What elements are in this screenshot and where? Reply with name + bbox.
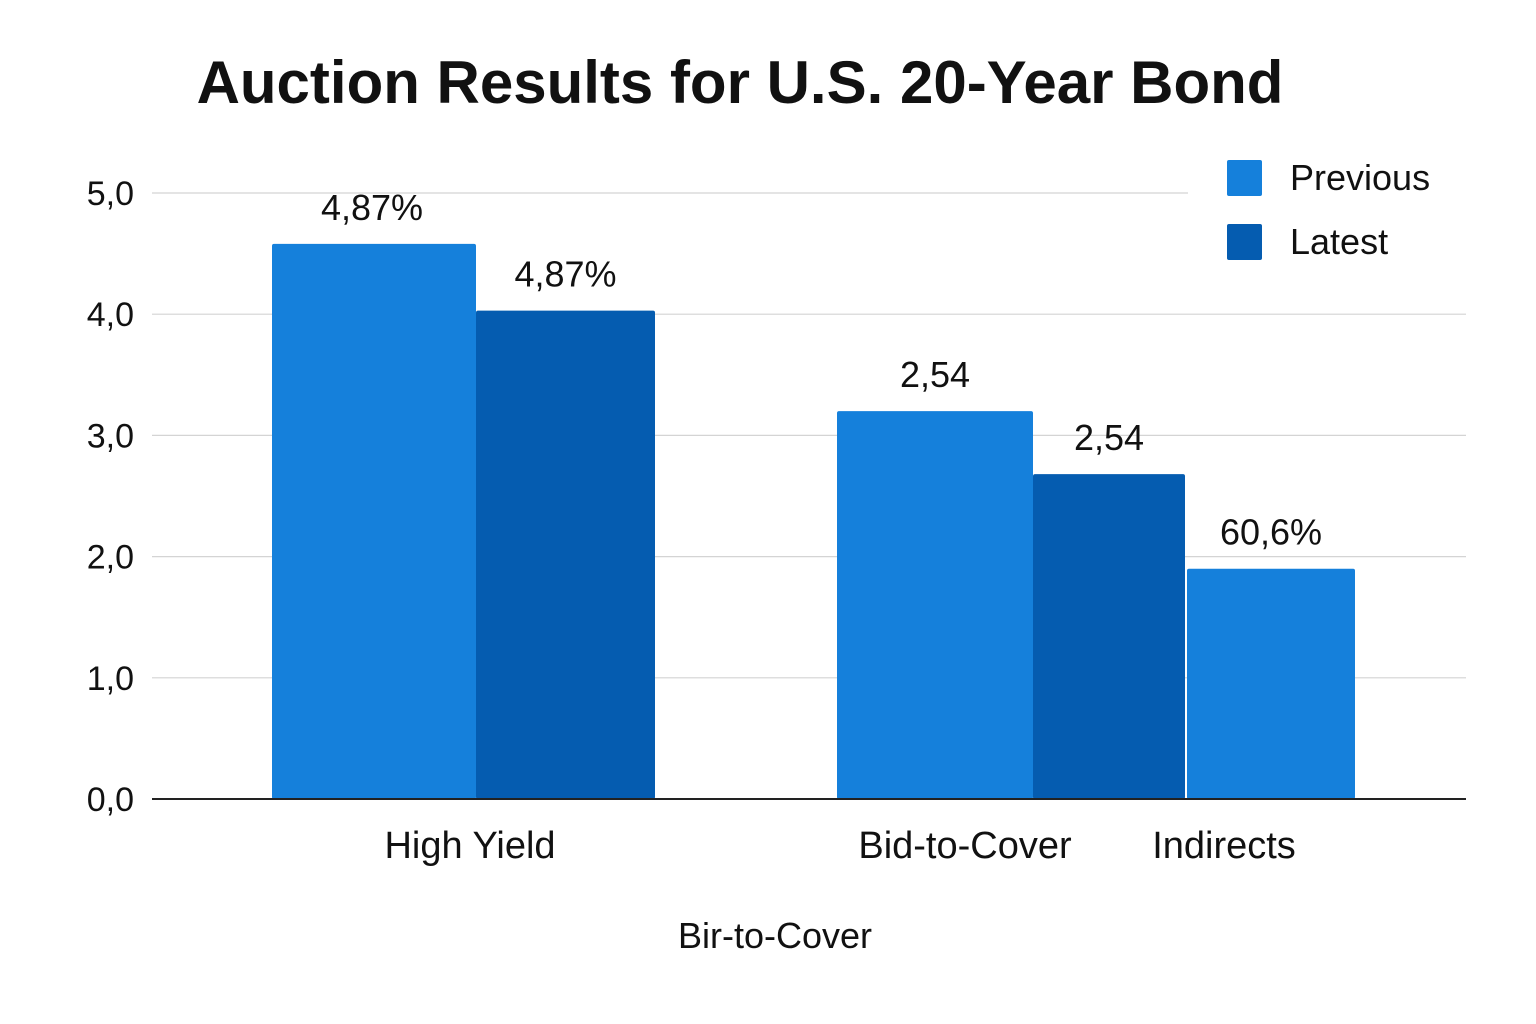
data-label: 4,87% — [514, 254, 616, 295]
category-label: Indirects — [1152, 825, 1296, 867]
legend-label: Previous — [1290, 157, 1430, 198]
y-tick-label: 2,0 — [87, 539, 134, 577]
category-label: High Yield — [384, 825, 555, 867]
y-axis-ticks: 0,0 1,0 2,0 3,0 4,0 5,0 — [87, 175, 134, 819]
data-label: 4,87% — [321, 187, 423, 228]
data-label: 2,54 — [1074, 417, 1144, 458]
bar-latest-1[interactable] — [1033, 474, 1185, 799]
category-label: Bid-to-Cover — [858, 825, 1072, 867]
legend-item-latest[interactable]: Latest — [1227, 221, 1388, 262]
legend-item-previous[interactable]: Previous — [1227, 157, 1430, 198]
y-tick-label: 0,0 — [87, 781, 134, 819]
y-tick-label: 4,0 — [87, 296, 134, 334]
bar-latest-0[interactable] — [476, 310, 655, 799]
bar-previous-0[interactable] — [272, 243, 476, 800]
data-labels: 4,87% 2,54 60,6% 4,87% 2,54 — [321, 187, 1322, 553]
y-tick-label: 5,0 — [87, 175, 134, 213]
category-labels: High Yield Bid-to-Cover Indirects — [384, 825, 1295, 867]
chart-title: Auction Results for U.S. 20-Year Bond — [196, 49, 1284, 116]
x-axis-title: Bir-to-Cover — [678, 915, 872, 956]
bars — [272, 243, 1355, 800]
legend-swatch — [1227, 224, 1262, 260]
y-tick-label: 1,0 — [87, 660, 134, 698]
legend[interactable]: Previous Latest — [1227, 157, 1430, 262]
legend-label: Latest — [1290, 221, 1388, 262]
bar-previous-1[interactable] — [837, 411, 1033, 799]
y-tick-label: 3,0 — [87, 417, 134, 455]
data-label: 2,54 — [900, 354, 970, 395]
legend-swatch — [1227, 160, 1262, 196]
bar-previous-2[interactable] — [1187, 568, 1355, 799]
data-label: 60,6% — [1220, 512, 1322, 553]
